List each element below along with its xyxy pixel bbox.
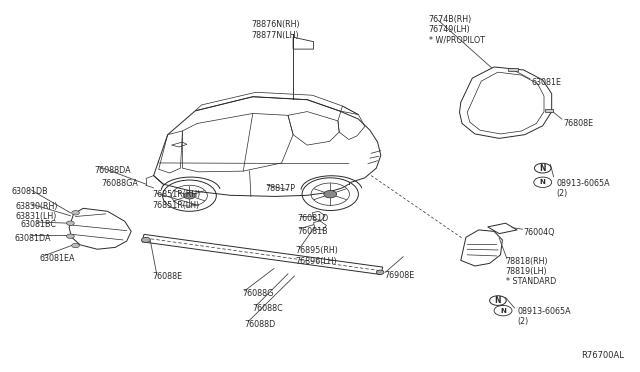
Text: 76081B: 76081B: [297, 227, 328, 236]
Circle shape: [184, 192, 195, 199]
Text: N: N: [495, 296, 501, 305]
Text: R76700AL: R76700AL: [581, 351, 624, 360]
Text: 76088GA: 76088GA: [101, 179, 138, 188]
Text: N: N: [540, 179, 546, 185]
Circle shape: [67, 234, 74, 238]
Text: 63081E: 63081E: [531, 78, 561, 87]
Text: 76895(RH)
76896(LH): 76895(RH) 76896(LH): [296, 246, 339, 266]
Circle shape: [67, 221, 74, 225]
Bar: [545, 109, 553, 112]
Text: 78817P: 78817P: [266, 184, 296, 193]
Text: N: N: [540, 164, 546, 173]
Bar: [508, 68, 518, 71]
Text: 76088DA: 76088DA: [95, 166, 131, 174]
Text: 76908E: 76908E: [384, 271, 414, 280]
Text: 76808E: 76808E: [563, 119, 593, 128]
Text: 76088D: 76088D: [244, 320, 276, 329]
Circle shape: [141, 237, 150, 243]
Text: 63830(RH)
63831(LH): 63830(RH) 63831(LH): [15, 202, 58, 221]
Text: 63081DA: 63081DA: [14, 234, 51, 243]
Circle shape: [324, 190, 337, 198]
Circle shape: [72, 243, 79, 248]
Text: 76088C: 76088C: [253, 304, 284, 313]
Circle shape: [72, 211, 79, 215]
Text: 7674B(RH)
76749(LH)
* W/PROPILOT: 7674B(RH) 76749(LH) * W/PROPILOT: [429, 15, 485, 45]
Text: 08913-6065A
(2): 08913-6065A (2): [557, 179, 611, 198]
Text: 08913-6065A
(2): 08913-6065A (2): [517, 307, 571, 326]
Text: 63081BC: 63081BC: [20, 220, 56, 229]
Circle shape: [376, 270, 384, 275]
Text: 76088E: 76088E: [152, 272, 182, 281]
Text: 76088G: 76088G: [242, 289, 273, 298]
Text: 76851R(RH)
76851R(LH): 76851R(RH) 76851R(LH): [152, 190, 200, 210]
Text: 63081DB: 63081DB: [12, 187, 48, 196]
Text: N: N: [500, 308, 506, 314]
Text: 78818(RH)
78819(LH)
* STANDARD: 78818(RH) 78819(LH) * STANDARD: [506, 257, 556, 286]
Text: 63081EA: 63081EA: [40, 254, 75, 263]
Text: 76081D: 76081D: [297, 214, 328, 223]
Text: 76004Q: 76004Q: [524, 228, 555, 237]
Text: 78876N(RH)
78877N(LH): 78876N(RH) 78877N(LH): [251, 20, 300, 40]
